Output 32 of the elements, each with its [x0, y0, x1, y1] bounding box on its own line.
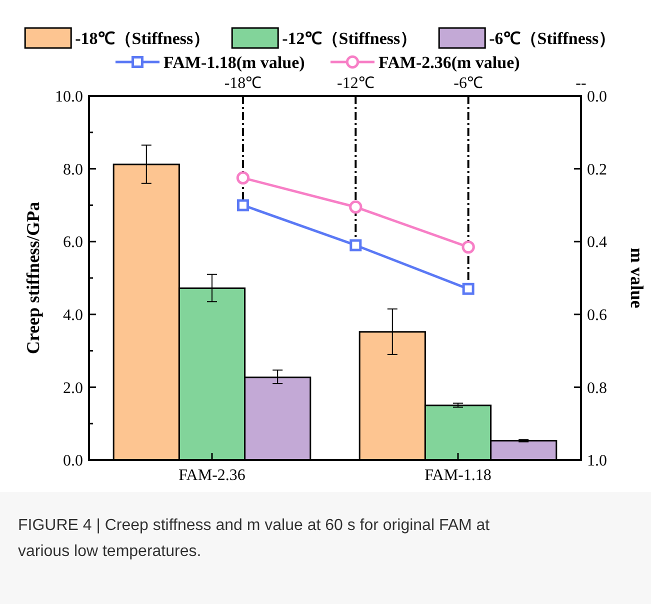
- point: [462, 282, 474, 295]
- y-tick-label: 1.0: [587, 452, 607, 470]
- caption: FIGURE 4 | Creep stiffness and m value at 60 s for original FAM at various low temperatures.: [18, 517, 490, 560]
- legend-label: -12℃（Stiffness）: [282, 29, 418, 48]
- y-tick-label: 10.0: [55, 88, 83, 106]
- legend-label: FAM-1.18(m value): [164, 53, 305, 72]
- y-tick-label: 8.0: [63, 161, 83, 178]
- x-tick-label: --: [576, 75, 586, 92]
- y-axis-title: m value: [627, 248, 647, 308]
- y-axis-title: Creep stiffness/GPa: [23, 202, 43, 354]
- point: [236, 171, 250, 184]
- x-tick-label: FAM-1.18: [424, 467, 492, 484]
- x-tick-label: -6℃: [454, 75, 483, 92]
- point: [350, 239, 362, 252]
- y-tick-label: 6.0: [63, 234, 83, 252]
- y-tick-label: 0.6: [587, 307, 607, 324]
- y-tick-label: 0.0: [63, 452, 83, 470]
- y-tick-label: 0.8: [587, 380, 607, 397]
- point: [349, 200, 362, 214]
- y-tick-label: 2.0: [63, 380, 83, 397]
- legend-label: -18℃（Stiffness）: [75, 29, 210, 48]
- y-tick-label: 0.4: [587, 234, 607, 252]
- x-tick-label: FAM-2.36: [178, 467, 246, 484]
- y-tick-label: 0.2: [587, 161, 607, 178]
- point: [462, 240, 475, 254]
- legend-label: FAM-2.36(m value): [378, 53, 520, 72]
- legend-label: -6℃（Stiffness）: [489, 29, 616, 48]
- y-tick-label: 0.0: [587, 88, 607, 106]
- y-tick-label: 4.0: [63, 307, 83, 324]
- point: [236, 199, 249, 212]
- x-tick-label: -12℃: [336, 75, 374, 92]
- x-tick-label: -18℃: [224, 75, 262, 92]
